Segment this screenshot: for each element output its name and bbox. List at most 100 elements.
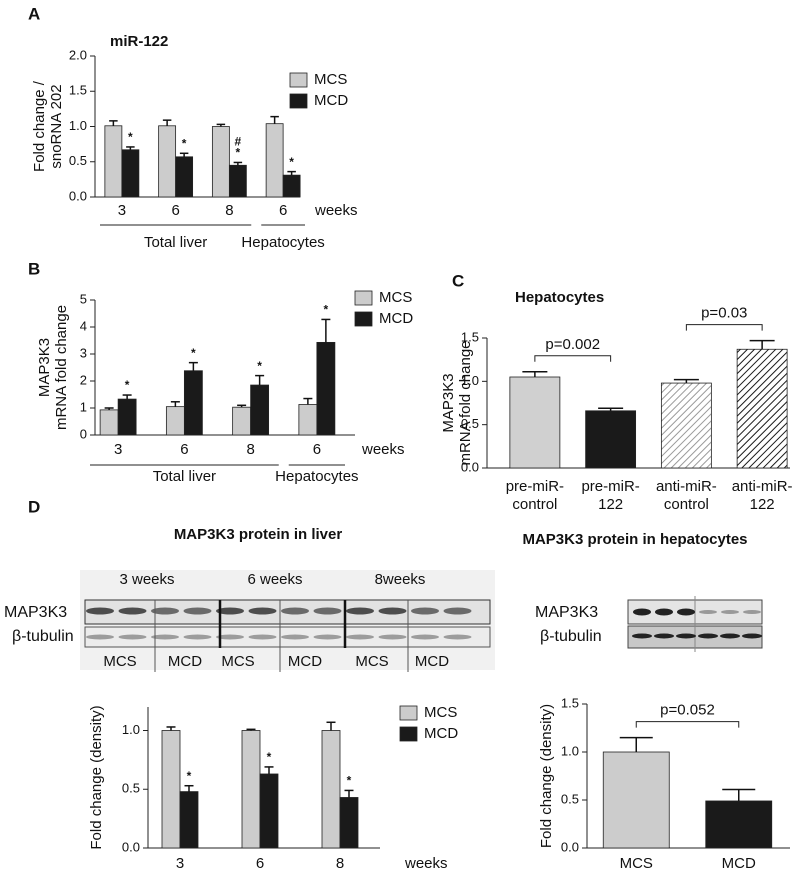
annotation: # (235, 135, 242, 149)
x-tick-label: 3 (176, 855, 184, 872)
blot-band (632, 633, 652, 639)
blot-band (411, 607, 439, 615)
blot-band (313, 634, 342, 640)
blot-band (721, 610, 739, 614)
group-label: Total liver (153, 468, 216, 485)
blot-band (743, 610, 761, 614)
bar (265, 123, 284, 198)
y-tick-label: 1.0 (69, 118, 87, 133)
lane-label: MCD (168, 653, 202, 670)
y-tick-label: 4 (80, 318, 87, 333)
group-label: Hepatocytes (275, 468, 358, 485)
annotation: * (324, 303, 329, 317)
blot-band (118, 634, 147, 640)
lane-label: MCS (355, 653, 388, 670)
x-tick-label: MCS (620, 855, 653, 872)
chart-title: Hepatocytes (515, 289, 604, 306)
comparison-label: p=0.03 (701, 305, 747, 322)
x-tick-label: 6 (279, 202, 287, 219)
y-axis-label: mRNA fold change (53, 305, 70, 430)
annotation: * (267, 750, 272, 764)
legend-swatch (289, 72, 308, 88)
legend-label: MCD (424, 725, 458, 742)
bar (175, 156, 194, 198)
blot-band (443, 634, 472, 640)
y-tick-label: 3 (80, 345, 87, 360)
lane-label: MCS (221, 653, 254, 670)
bar (509, 376, 561, 469)
y-tick-label: 1.5 (461, 329, 479, 344)
x-tick-label: 6 (180, 441, 188, 458)
comparison-bracket (534, 355, 612, 362)
y-tick-label: 1.5 (69, 83, 87, 98)
y-tick-label: 0.0 (461, 459, 479, 474)
blot-band (281, 607, 309, 615)
legend-label: MCS (424, 704, 457, 721)
comparison-bracket (685, 324, 763, 331)
blot-band (346, 607, 374, 615)
bar (104, 125, 123, 198)
blot-title: MAP3K3 protein in hepatocytes (522, 531, 747, 548)
bar (211, 126, 230, 198)
y-axis-label: Fold change (density) (538, 704, 555, 848)
blot-band (411, 634, 439, 640)
lane-label: MCD (288, 653, 322, 670)
y-axis-label: snoRNA 202 (48, 84, 65, 168)
lane-label: MCD (415, 653, 449, 670)
liver-blot: 3 weeks 6 weeks 8weeks MAP3K3 β-tubulin … (4, 570, 495, 672)
blot-band (183, 634, 212, 640)
group-label: Hepatocytes (241, 234, 324, 251)
blot-band (346, 634, 374, 640)
x-tick-label: 6 (256, 855, 264, 872)
blot-band (655, 608, 673, 616)
group-label: Total liver (144, 234, 207, 251)
y-axis-label: Fold change / (31, 80, 48, 172)
x-tick-label: MCD (722, 855, 756, 872)
annotation: * (257, 359, 262, 373)
x-tick-label: 3 (118, 202, 126, 219)
blot-band (654, 633, 674, 639)
panel-label: C (452, 271, 464, 290)
blot-row-label: MAP3K3 (535, 604, 598, 621)
blot-band (720, 633, 740, 639)
y-tick-label: 5 (80, 291, 87, 306)
x-tick-label: control (664, 496, 709, 513)
bar (241, 730, 261, 849)
y-axis-label: Fold change (density) (88, 705, 105, 849)
bar (158, 125, 177, 198)
bar (165, 406, 185, 436)
blot-band (633, 608, 651, 616)
bar (99, 409, 119, 436)
time-label: 6 weeks (247, 571, 302, 588)
blot-band (313, 607, 342, 615)
bar (121, 149, 140, 198)
blot-band (151, 634, 179, 640)
blot-band (443, 607, 472, 615)
bar (585, 410, 637, 469)
legend-label: MCS (379, 289, 412, 306)
bar (183, 370, 203, 436)
y-tick-label: 2.0 (69, 47, 87, 62)
legend-swatch (289, 93, 308, 109)
x-tick-label: control (512, 496, 557, 513)
y-tick-label: 0.0 (561, 839, 579, 854)
y-tick-label: 1 (80, 399, 87, 414)
annotation: * (191, 346, 196, 360)
y-tick-label: 0 (80, 426, 87, 441)
x-tick-label: pre-miR- (506, 478, 564, 495)
comparison-label: p=0.052 (660, 702, 715, 719)
x-tick-label: anti-miR- (656, 478, 717, 495)
blot-band (86, 607, 114, 615)
x-tick-label: 8 (225, 202, 233, 219)
y-tick-label: 1.0 (122, 722, 140, 737)
bar (736, 348, 788, 469)
comparison-bracket (635, 721, 740, 728)
blot-band (118, 607, 147, 615)
annotation: * (128, 130, 133, 144)
x-unit: weeks (314, 202, 358, 219)
bar (250, 384, 270, 436)
y-tick-label: 2 (80, 372, 87, 387)
x-unit: weeks (361, 441, 405, 458)
bar (117, 398, 137, 436)
